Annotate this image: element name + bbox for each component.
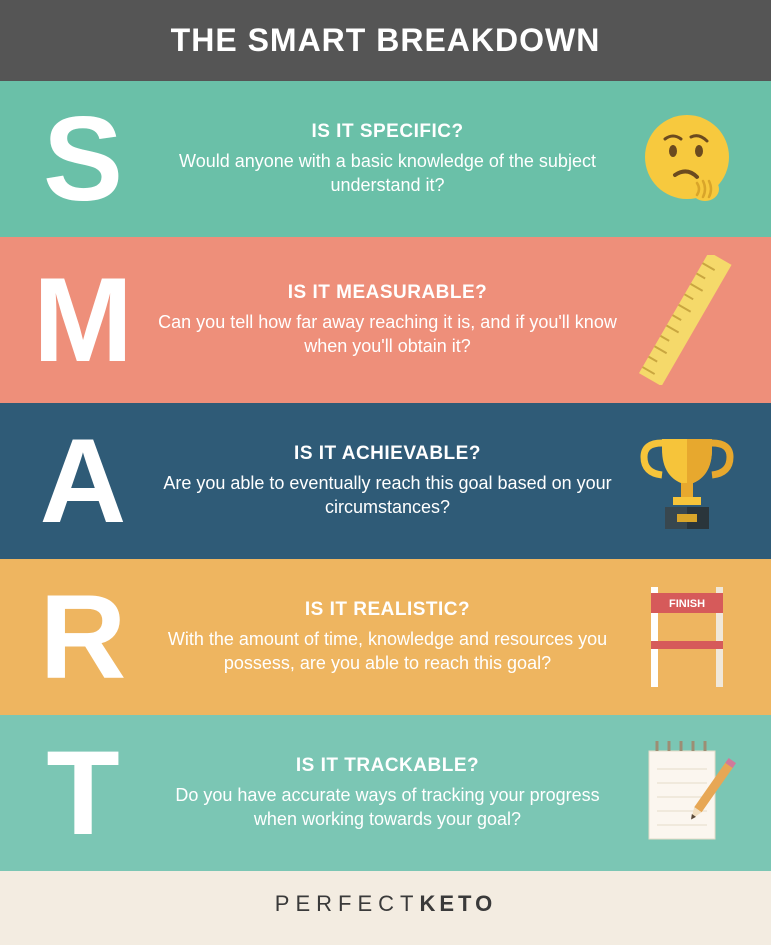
page-title: THE SMART BREAKDOWN: [0, 0, 771, 81]
question-s: IS IT SPECIFIC?: [158, 121, 617, 143]
notepad-icon: [627, 733, 747, 853]
thinking-face-icon: [627, 109, 747, 209]
finish-line-icon: FINISH: [627, 577, 747, 697]
text-s: IS IT SPECIFIC? Would anyone with a basi…: [148, 121, 627, 198]
question-m: IS IT MEASURABLE?: [158, 282, 617, 304]
text-m: IS IT MEASURABLE? Can you tell how far a…: [148, 282, 627, 359]
desc-t: Do you have accurate ways of tracking yo…: [158, 783, 617, 832]
letter-t: T: [18, 733, 148, 853]
row-a: A IS IT ACHIEVABLE? Are you able to even…: [0, 403, 771, 559]
row-r: R IS IT REALISTIC? With the amount of ti…: [0, 559, 771, 715]
footer-brand: PERFECTKETO: [0, 871, 771, 945]
letter-a: A: [18, 421, 148, 541]
desc-r: With the amount of time, knowledge and r…: [158, 627, 617, 676]
question-a: IS IT ACHIEVABLE?: [158, 443, 617, 465]
row-t: T IS IT TRACKABLE? Do you have accurate …: [0, 715, 771, 871]
ruler-icon: [627, 255, 747, 385]
row-s: S IS IT SPECIFIC? Would anyone with a ba…: [0, 81, 771, 237]
finish-label: FINISH: [669, 598, 705, 610]
text-t: IS IT TRACKABLE? Do you have accurate wa…: [148, 755, 627, 832]
text-r: IS IT REALISTIC? With the amount of time…: [148, 599, 627, 676]
letter-m: M: [18, 260, 148, 380]
trophy-icon: [627, 421, 747, 541]
desc-a: Are you able to eventually reach this go…: [158, 471, 617, 520]
letter-s: S: [18, 99, 148, 219]
question-r: IS IT REALISTIC?: [158, 599, 617, 621]
desc-m: Can you tell how far away reaching it is…: [158, 310, 617, 359]
letter-r: R: [18, 577, 148, 697]
text-a: IS IT ACHIEVABLE? Are you able to eventu…: [148, 443, 627, 520]
question-t: IS IT TRACKABLE?: [158, 755, 617, 777]
desc-s: Would anyone with a basic knowledge of t…: [158, 149, 617, 198]
brand-light: PERFECT: [275, 891, 420, 916]
brand-bold: KETO: [419, 891, 496, 916]
row-m: M IS IT MEASURABLE? Can you tell how far…: [0, 237, 771, 403]
